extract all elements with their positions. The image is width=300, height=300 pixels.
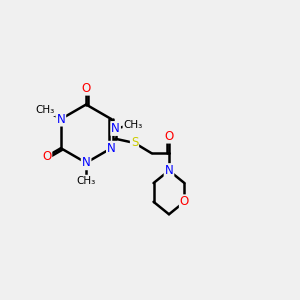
- Text: N: N: [111, 122, 120, 135]
- Text: N: N: [107, 142, 116, 155]
- Text: N: N: [165, 164, 173, 177]
- Text: S: S: [131, 136, 138, 149]
- Text: CH₃: CH₃: [36, 105, 55, 115]
- Text: O: O: [180, 195, 189, 208]
- Text: CH₃: CH₃: [123, 120, 143, 130]
- Text: O: O: [164, 130, 174, 142]
- Text: O: O: [42, 150, 51, 163]
- Text: O: O: [82, 82, 91, 95]
- Text: CH₃: CH₃: [76, 176, 96, 186]
- Text: N: N: [56, 112, 65, 126]
- Text: N: N: [82, 156, 91, 169]
